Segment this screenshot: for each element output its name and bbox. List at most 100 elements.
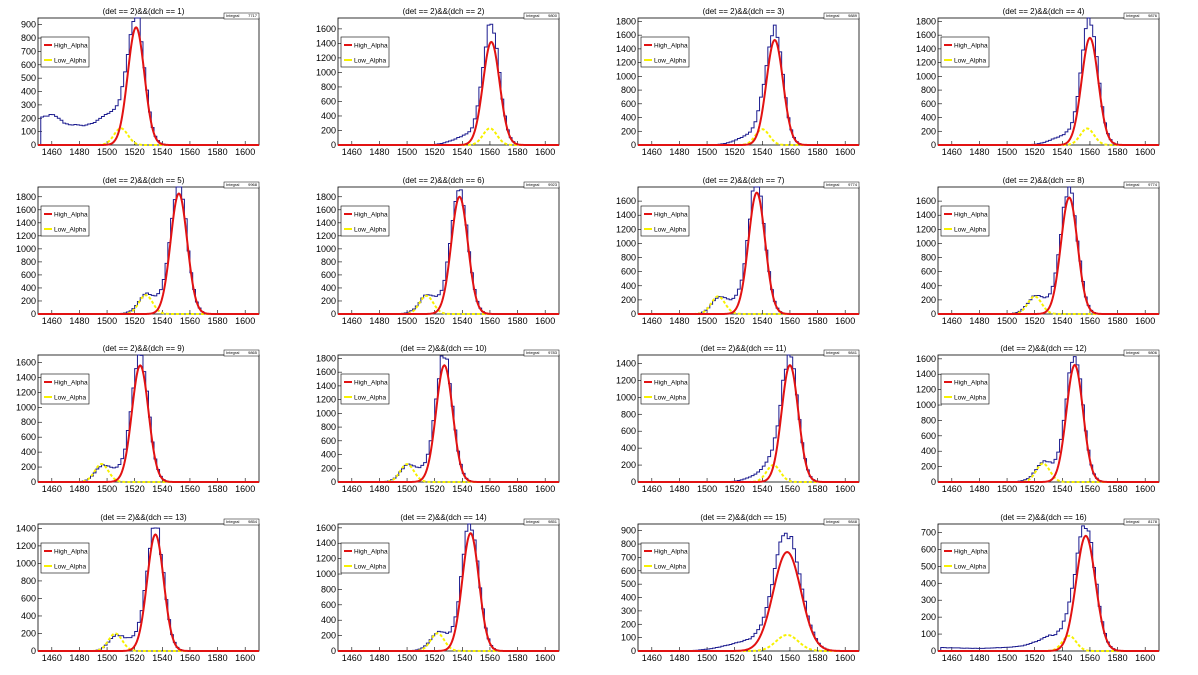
y-tick-label: 0 (31, 309, 36, 319)
x-tick-label: 1600 (235, 147, 255, 157)
y-tick-label: 800 (321, 584, 336, 594)
stats-value: 9876 (1148, 13, 1158, 18)
legend-label-high: High_Alpha (54, 380, 88, 387)
y-tick-label: 1600 (616, 30, 636, 40)
stats-label: Integral (826, 13, 839, 18)
x-tick-label: 1500 (97, 316, 117, 326)
y-tick-label: 500 (921, 561, 936, 571)
y-tick-label: 400 (21, 87, 36, 97)
y-tick-label: 1200 (916, 385, 936, 395)
x-tick-label: 1540 (152, 653, 172, 663)
stats-label: Integral (1126, 519, 1139, 524)
stats-label: Integral (226, 182, 239, 187)
x-tick-label: 1520 (125, 147, 145, 157)
y-tick-label: 1800 (616, 16, 636, 26)
chart-title: (det == 2)&&(dch == 4) (1003, 7, 1085, 16)
y-tick-label: 1000 (316, 569, 336, 579)
x-tick-label: 1540 (452, 316, 472, 326)
y-tick-label: 1000 (316, 244, 336, 254)
y-tick-label: 1800 (916, 16, 936, 26)
y-tick-label: 1000 (616, 71, 636, 81)
y-tick-label: 0 (931, 140, 936, 150)
y-tick-label: 700 (21, 46, 36, 56)
x-tick-label: 1480 (669, 653, 689, 663)
stats-box (1123, 12, 1160, 20)
x-tick-label: 1460 (942, 316, 962, 326)
x-tick-label: 1500 (97, 653, 117, 663)
legend: High_Alpha Low_Alpha (40, 373, 90, 405)
y-tick-label: 200 (621, 460, 636, 470)
x-tick-label: 1580 (508, 653, 528, 663)
stats-label: Integral (226, 350, 239, 355)
x-tick-label: 1560 (780, 653, 800, 663)
y-tick-label: 400 (21, 611, 36, 621)
legend-box (40, 36, 90, 68)
y-tick-label: 600 (921, 99, 936, 109)
stats-value: 9848 (848, 519, 858, 524)
y-tick-label: 400 (621, 113, 636, 123)
plot-frame (937, 186, 1160, 315)
legend: High_Alpha Low_Alpha (40, 542, 90, 574)
legend-label-high: High_Alpha (954, 549, 988, 556)
stats-value: 7717 (248, 13, 258, 18)
y-tick-label: 1400 (916, 210, 936, 220)
y-tick-label: 600 (621, 99, 636, 109)
x-tick-label: 1500 (697, 316, 717, 326)
stats-box (1123, 349, 1160, 357)
y-tick-label: 0 (331, 309, 336, 319)
chart-title: (det == 2)&&(dch == 15) (700, 513, 787, 522)
legend-label-high: High_Alpha (54, 549, 88, 556)
y-tick-label: 800 (321, 82, 336, 92)
legend-label-low: Low_Alpha (654, 564, 687, 571)
y-tick-label: 800 (621, 85, 636, 95)
y-tick-label: 400 (921, 281, 936, 291)
y-tick-label: 600 (21, 432, 36, 442)
y-tick-label: 200 (921, 462, 936, 472)
y-tick-label: 200 (621, 295, 636, 305)
stats-label: Integral (226, 13, 239, 18)
low-alpha-fit (38, 463, 259, 483)
y-tick-label: 400 (321, 615, 336, 625)
low-alpha-fit (938, 295, 1159, 315)
y-tick-label: 1600 (16, 357, 36, 367)
legend-label-high: High_Alpha (54, 212, 88, 219)
x-tick-label: 1480 (969, 316, 989, 326)
x-tick-label: 1520 (725, 484, 745, 494)
stats-label: Integral (826, 182, 839, 187)
x-tick-label: 1540 (1052, 147, 1072, 157)
y-tick-label: 800 (621, 253, 636, 263)
legend: High_Alpha Low_Alpha (940, 542, 990, 574)
x-tick-label: 1540 (752, 316, 772, 326)
y-tick-label: 600 (921, 267, 936, 277)
y-tick-label: 1800 (316, 192, 336, 202)
histogram-panel-5: (det == 2)&&(dch == 5) Integral 9968 0 200 40… (16, 176, 260, 326)
chart-title: (det == 2)&&(dch == 5) (103, 176, 185, 185)
legend-label-high: High_Alpha (654, 549, 688, 556)
y-tick-label: 1400 (316, 381, 336, 391)
high-alpha-fit (938, 363, 1159, 483)
y-tick-label: 0 (931, 477, 936, 487)
legend-label-high: High_Alpha (354, 43, 388, 50)
x-tick-label: 1560 (480, 147, 500, 157)
y-tick-label: 1200 (16, 541, 36, 551)
high-alpha-fit (338, 364, 559, 483)
y-tick-label: 400 (921, 113, 936, 123)
x-tick-label: 1480 (369, 484, 389, 494)
legend-box (640, 36, 690, 68)
x-tick-label: 1480 (969, 484, 989, 494)
x-tick-label: 1540 (452, 484, 472, 494)
y-tick-label: 1600 (316, 24, 336, 34)
legend: High_Alpha Low_Alpha (640, 36, 690, 68)
x-tick-label: 1480 (369, 147, 389, 157)
stats-box (823, 518, 860, 526)
y-tick-label: 200 (321, 296, 336, 306)
y-tick-label: 1200 (616, 58, 636, 68)
y-tick-label: 0 (631, 477, 636, 487)
x-tick-label: 1540 (152, 316, 172, 326)
y-tick-label: 600 (21, 60, 36, 70)
y-tick-label: 1200 (616, 375, 636, 385)
y-tick-label: 800 (21, 417, 36, 427)
x-tick-label: 1480 (69, 653, 89, 663)
x-tick-label: 1580 (208, 653, 228, 663)
y-tick-label: 1000 (616, 238, 636, 248)
